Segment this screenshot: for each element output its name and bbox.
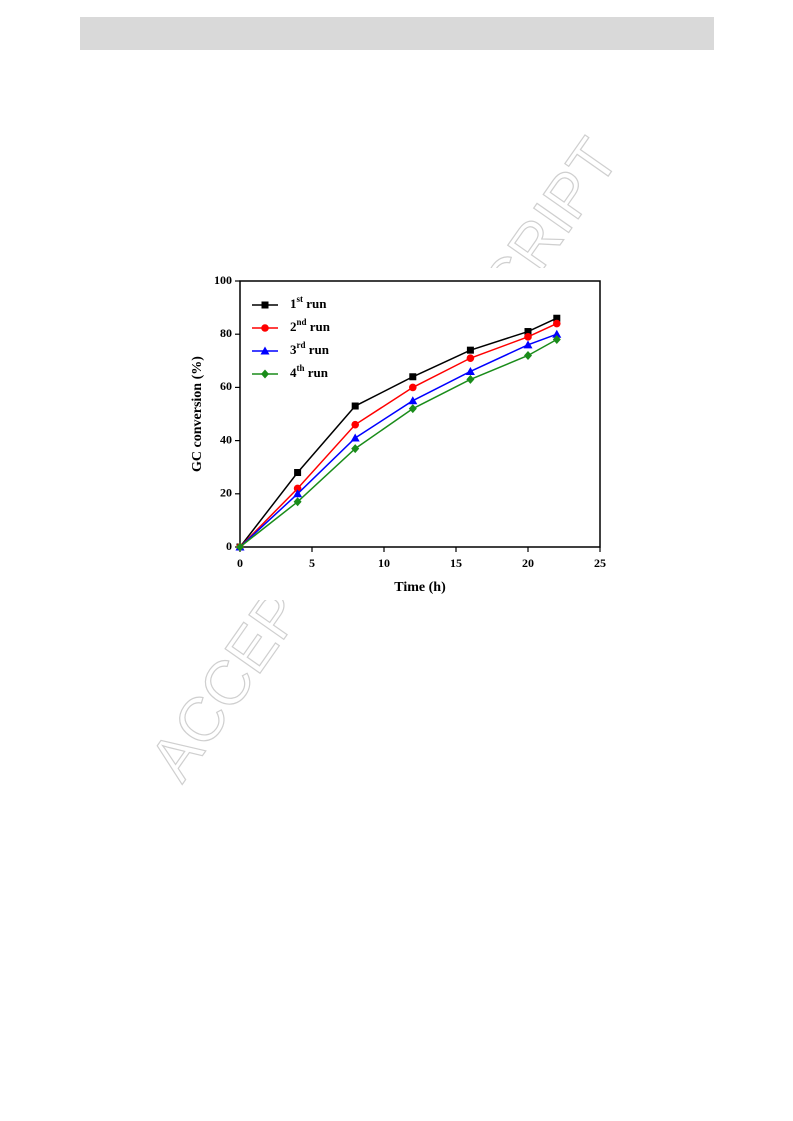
marker (409, 373, 417, 381)
marker (293, 497, 302, 507)
marker (260, 346, 270, 355)
marker (409, 383, 417, 392)
legend-label: 1st run (290, 294, 327, 311)
marker (351, 420, 360, 429)
marker (351, 402, 359, 410)
marker (523, 340, 533, 349)
marker (293, 489, 303, 498)
plot-frame (239, 280, 601, 548)
marker (261, 324, 269, 332)
y-tick-label: 100 (214, 273, 232, 287)
x-axis-label: Time (h) (394, 580, 446, 595)
figure-background (178, 268, 610, 600)
marker (236, 542, 244, 552)
x-tick-label: 0 (237, 556, 243, 570)
marker (351, 444, 360, 454)
y-axis-label: GC conversion (%) (190, 356, 205, 472)
marker (524, 328, 532, 336)
marker (524, 350, 532, 360)
marker (524, 333, 532, 341)
marker (261, 369, 269, 379)
marker (553, 319, 561, 328)
y-tick-label: 0 (226, 539, 232, 553)
marker (350, 433, 360, 442)
y-tick-label: 60 (220, 379, 232, 393)
marker (465, 366, 475, 375)
legend-label: 3rd run (290, 340, 330, 357)
x-tick-label: 10 (378, 556, 390, 570)
marker (552, 329, 562, 338)
marker (261, 301, 269, 309)
x-tick-label: 5 (309, 556, 315, 570)
marker (553, 314, 561, 322)
x-tick-label: 25 (594, 556, 606, 570)
legend-label: 2nd run (290, 317, 331, 334)
marker (552, 335, 561, 345)
marker (408, 404, 417, 414)
x-tick-label: 20 (522, 556, 534, 570)
header-bar (80, 17, 714, 50)
x-tick-label: 15 (450, 556, 462, 570)
marker (466, 374, 475, 384)
marker (408, 396, 418, 405)
y-tick-label: 40 (220, 432, 232, 446)
marker (294, 469, 302, 477)
marker (293, 484, 302, 493)
y-tick-label: 80 (220, 326, 232, 340)
legend-label: 4th run (290, 363, 329, 380)
marker (466, 346, 474, 354)
y-tick-label: 20 (220, 486, 232, 500)
marker (466, 354, 475, 362)
